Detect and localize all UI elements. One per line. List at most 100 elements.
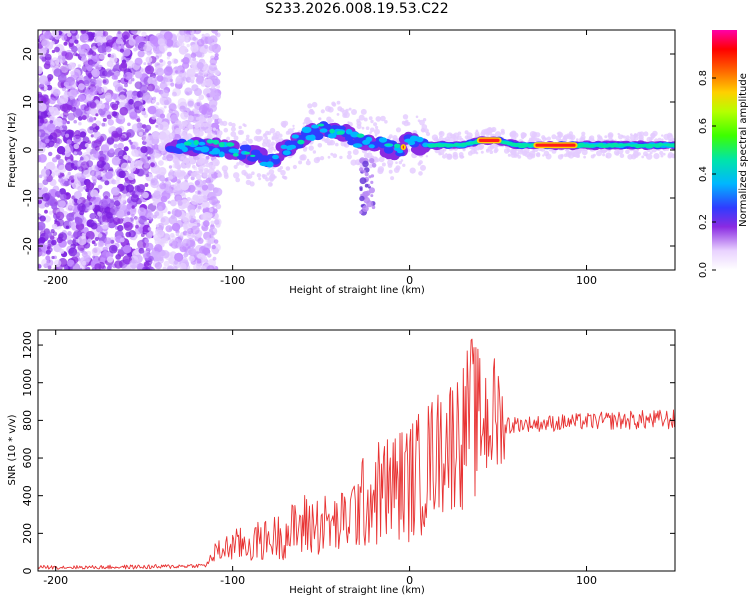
halo-blob [317, 143, 323, 148]
halo-blob [480, 131, 486, 137]
noise-blob [144, 238, 149, 244]
halo-blob [503, 148, 510, 154]
noise-blob [49, 120, 54, 124]
noise-blob [158, 134, 164, 140]
halo-blob [542, 136, 547, 142]
noise-blob [177, 97, 187, 107]
halo-blob [212, 127, 216, 131]
halo-blob [649, 151, 653, 155]
halo-blob [522, 132, 527, 137]
halo-blob [627, 154, 633, 160]
halo-blob [415, 115, 419, 119]
halo-blob [279, 166, 283, 170]
halo-blob [480, 150, 484, 154]
halo-blob [452, 154, 459, 160]
noise-blob [136, 118, 141, 123]
halo-blob [402, 163, 406, 167]
noise-blob [173, 266, 178, 270]
ridge-blob [272, 154, 279, 160]
halo-blob [300, 154, 307, 161]
noise-blob [79, 267, 83, 270]
noise-blob [118, 94, 126, 102]
halo-blob [215, 169, 220, 173]
noise-blob [196, 102, 201, 107]
noise-blob [111, 74, 117, 80]
noise-blob [123, 245, 132, 254]
y-tick-label: 10 [21, 95, 34, 109]
peak-streak-inner [535, 143, 576, 147]
y-tick-label: 800 [21, 410, 34, 431]
halo-blob [316, 156, 321, 162]
noise-blob [79, 141, 89, 150]
noise-blob [91, 68, 100, 78]
noise-blob [123, 73, 127, 78]
noise-blob [182, 221, 191, 230]
noise-blob [152, 115, 157, 120]
noise-blob [179, 262, 187, 270]
noise-blob [54, 110, 60, 116]
noise-blob [167, 200, 171, 204]
halo-blob [256, 173, 262, 178]
snr-background [38, 330, 675, 571]
halo-blob [287, 128, 294, 135]
noise-blob [48, 151, 53, 157]
halo-blob [542, 154, 545, 157]
noise-blob [120, 162, 130, 171]
spectrogram-x-label: Height of straight line (km) [289, 285, 425, 296]
noise-blob [168, 239, 177, 248]
noise-blob [111, 130, 119, 138]
noise-blob [117, 142, 125, 150]
halo-blob [418, 160, 423, 165]
halo-blob [581, 131, 586, 136]
noise-blob [146, 232, 153, 239]
ridge-blob [280, 144, 288, 149]
noise-blob [89, 101, 97, 109]
noise-blob [66, 95, 76, 106]
noise-blob [89, 87, 98, 96]
halo-blob [188, 124, 194, 130]
noise-blob [76, 198, 82, 204]
halo-blob [336, 113, 340, 116]
halo-blob [512, 131, 516, 135]
halo-blob [660, 154, 664, 158]
noise-blob [102, 117, 107, 122]
noise-blob [146, 147, 154, 155]
halo-blob [177, 120, 182, 125]
noise-blob [141, 239, 145, 243]
halo-blob [456, 135, 462, 141]
halo-blob [292, 124, 295, 128]
noise-blob [170, 199, 177, 207]
ridge-blob [309, 134, 316, 141]
halo-blob [378, 156, 385, 163]
noise-blob [119, 237, 125, 243]
noise-blob [202, 201, 210, 209]
noise-blob [205, 237, 212, 244]
noise-blob [177, 200, 183, 206]
noise-blob [136, 263, 145, 270]
noise-blob [47, 239, 52, 244]
dip-blob [366, 200, 373, 208]
noise-blob [143, 62, 147, 66]
halo-blob [360, 108, 367, 115]
noise-blob [132, 236, 137, 241]
noise-blob [113, 143, 119, 149]
noise-blob [129, 259, 139, 269]
halo-blob [563, 153, 568, 158]
noise-blob [48, 135, 54, 140]
noise-blob [154, 244, 163, 253]
noise-blob [154, 88, 159, 93]
noise-blob [38, 221, 46, 231]
halo-blob [604, 135, 608, 139]
halo-blob [267, 148, 273, 154]
halo-blob [617, 134, 624, 140]
halo-blob [180, 156, 185, 160]
noise-blob [147, 156, 151, 160]
noise-blob [80, 106, 85, 110]
noise-blob [77, 94, 86, 102]
halo-blob [198, 116, 202, 120]
halo-blob [545, 153, 552, 160]
halo-blob [226, 136, 231, 141]
noise-blob [208, 99, 218, 108]
halo-blob [347, 121, 350, 124]
noise-blob [69, 38, 74, 44]
